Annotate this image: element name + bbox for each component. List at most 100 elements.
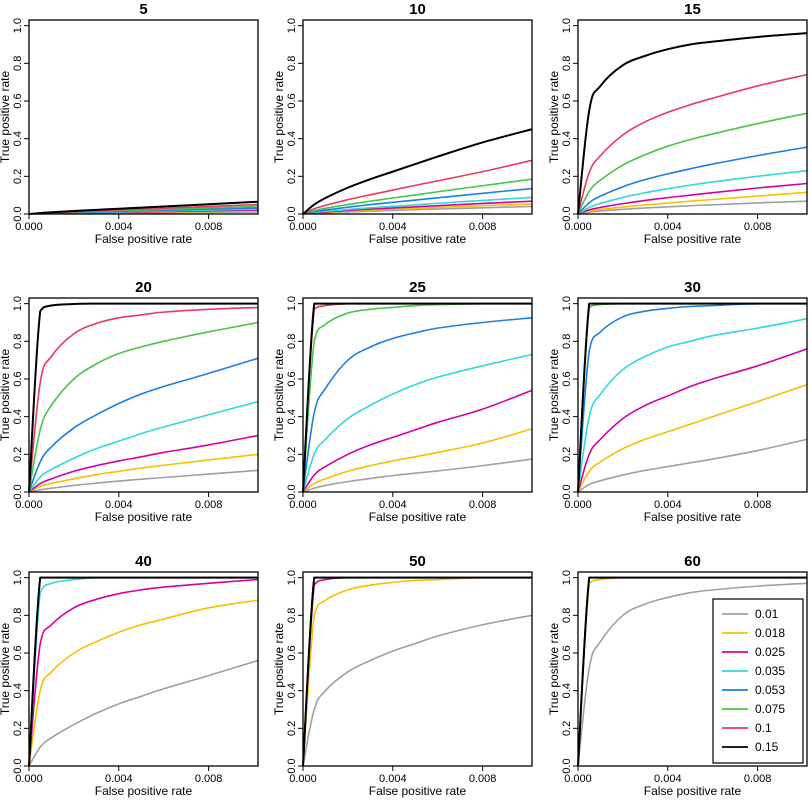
plot-frame [28, 571, 259, 767]
y-tick-label: 0.6 [561, 645, 573, 660]
series-line-0_018 [577, 191, 808, 215]
y-tick-label: 0.2 [286, 169, 298, 184]
y-tick-label: 0.8 [12, 334, 24, 349]
y-axis-label: True positive rate [547, 71, 561, 164]
x-tick-label: 0.004 [379, 773, 407, 785]
series-line-0_15 [28, 302, 258, 493]
panel-title: 15 [684, 1, 701, 18]
y-tick-label: 0.6 [561, 93, 573, 108]
series-line-0_035 [302, 576, 532, 767]
y-tick-label: 1.0 [286, 18, 298, 33]
series-line-0_075 [28, 321, 259, 493]
series-line-0_018 [302, 576, 532, 767]
y-tick-label: 0.6 [286, 645, 298, 660]
y-tick-label: 0.0 [286, 758, 298, 773]
series-line-0_01 [577, 582, 808, 767]
legend-label: 0.01 [755, 607, 779, 621]
x-tick-label: 0.000 [564, 499, 592, 511]
legend-label: 0.1 [755, 721, 772, 735]
series-line-0_01 [577, 438, 808, 493]
y-tick-label: 1.0 [12, 570, 24, 585]
series-line-0_035 [28, 400, 259, 493]
plot-frame [28, 297, 259, 493]
x-tick-label: 0.008 [744, 499, 772, 511]
y-tick-label: 0.2 [561, 447, 573, 462]
y-tick-label: 0.2 [561, 721, 573, 736]
x-axis-label: False positive rate [369, 232, 467, 246]
y-axis-label: True positive rate [272, 623, 286, 716]
y-tick-label: 0.6 [12, 371, 24, 386]
y-tick-label: 1.0 [12, 296, 24, 311]
series-line-0_01 [577, 200, 808, 215]
series-line-0_053 [28, 357, 259, 493]
y-tick-label: 1.0 [561, 570, 573, 585]
series-line-0_035 [577, 317, 808, 493]
series-line-0_075 [577, 302, 807, 493]
legend-label: 0.075 [755, 702, 785, 716]
panel-title: 10 [409, 1, 426, 18]
x-axis-label: False positive rate [369, 784, 467, 798]
y-tick-label: 0.4 [561, 409, 573, 424]
series-line-0_15 [302, 302, 532, 493]
x-tick-label: 0.000 [289, 499, 317, 511]
x-tick-label: 0.008 [195, 221, 223, 233]
legend-label: 0.15 [755, 740, 779, 754]
y-tick-label: 0.0 [561, 484, 573, 499]
series-line-0_025 [28, 578, 259, 767]
series-line-0_1 [577, 73, 808, 215]
y-tick-label: 0.2 [561, 169, 573, 184]
x-tick-label: 0.000 [15, 499, 43, 511]
series-line-0_15 [577, 302, 807, 493]
x-tick-label: 0.008 [469, 773, 497, 785]
y-tick-label: 0.8 [286, 334, 298, 349]
x-axis-label: False positive rate [95, 232, 193, 246]
y-tick-label: 0.8 [12, 608, 24, 623]
x-tick-label: 0.004 [654, 221, 682, 233]
y-tick-label: 0.0 [561, 206, 573, 221]
y-tick-label: 0.8 [286, 608, 298, 623]
x-tick-label: 0.004 [654, 499, 682, 511]
y-tick-label: 0.8 [12, 56, 24, 71]
y-tick-label: 0.2 [12, 169, 24, 184]
x-tick-label: 0.004 [379, 221, 407, 233]
y-tick-label: 0.4 [286, 683, 298, 698]
y-tick-label: 0.4 [12, 683, 24, 698]
y-axis-label: True positive rate [272, 349, 286, 442]
y-axis-label: True positive rate [0, 623, 12, 716]
y-tick-label: 0.6 [12, 645, 24, 660]
y-tick-label: 0.8 [286, 56, 298, 71]
legend-label: 0.035 [755, 664, 785, 678]
y-tick-label: 0.2 [286, 721, 298, 736]
panel-title: 30 [684, 279, 701, 296]
series-line-0_075 [302, 178, 533, 215]
x-axis-label: False positive rate [95, 784, 193, 798]
x-tick-label: 0.008 [744, 221, 772, 233]
y-tick-label: 0.4 [561, 131, 573, 146]
series-line-0_025 [302, 389, 533, 493]
legend-label: 0.053 [755, 683, 785, 697]
x-tick-label: 0.008 [469, 221, 497, 233]
plot-frame [302, 571, 533, 767]
series-line-0_018 [28, 599, 259, 767]
series-line-0_15 [302, 576, 532, 767]
series-line-0_025 [28, 434, 259, 493]
x-axis-label: False positive rate [369, 510, 467, 524]
y-axis-label: True positive rate [547, 623, 561, 716]
series-line-0_025 [577, 182, 808, 215]
series-line-0_075 [302, 576, 532, 767]
series-line-0_01 [28, 659, 259, 767]
x-axis-label: False positive rate [95, 510, 193, 524]
series-line-0_018 [577, 383, 808, 493]
plot-frame [28, 19, 259, 215]
y-axis-label: True positive rate [547, 349, 561, 442]
series-line-0_1 [28, 306, 259, 493]
y-tick-label: 0.6 [12, 93, 24, 108]
y-tick-label: 0.8 [561, 608, 573, 623]
plot-frame [577, 297, 808, 493]
plot-frame [302, 297, 533, 493]
y-tick-label: 0.4 [561, 683, 573, 698]
y-tick-label: 0.2 [12, 447, 24, 462]
x-tick-label: 0.000 [564, 773, 592, 785]
series-line-0_01 [302, 458, 533, 493]
y-tick-label: 0.0 [286, 484, 298, 499]
